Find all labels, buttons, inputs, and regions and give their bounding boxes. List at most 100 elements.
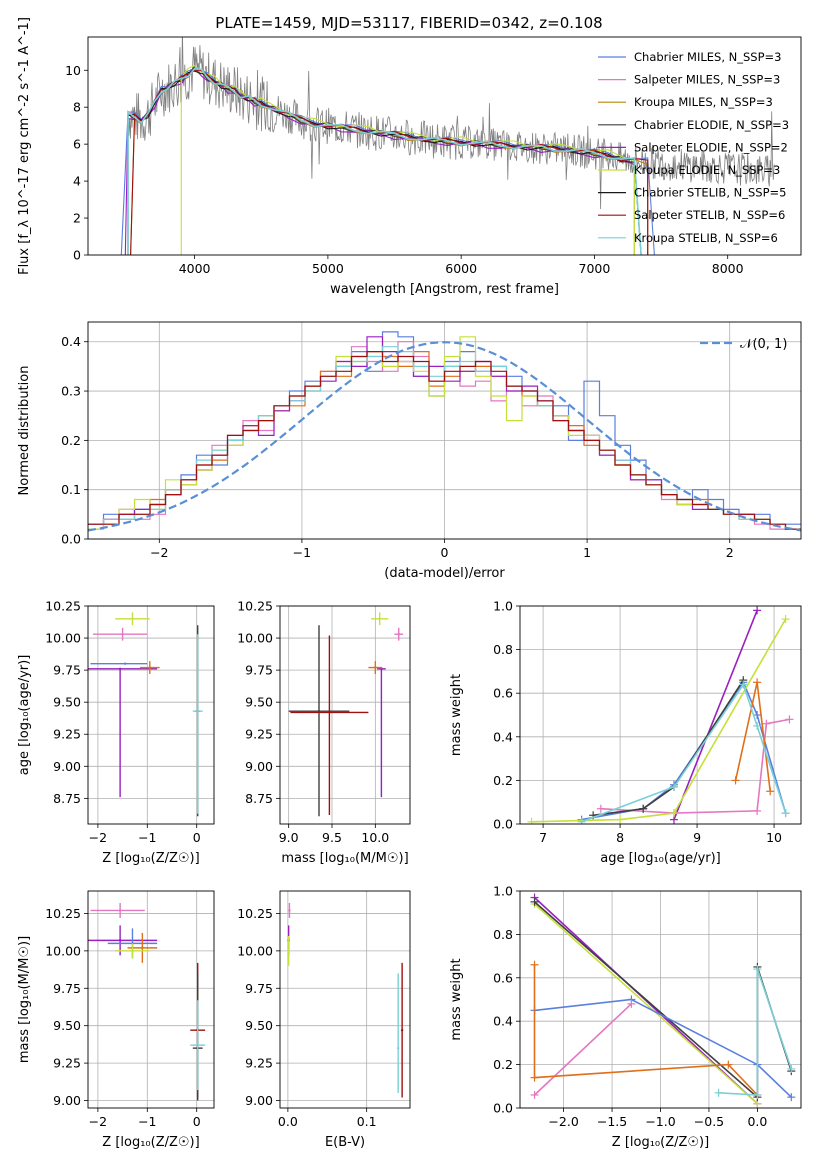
model-curve xyxy=(127,70,642,255)
series-line xyxy=(534,998,792,1098)
y-tick-label: 9.50 xyxy=(53,695,81,710)
x-tick-label: −0.5 xyxy=(694,1114,724,1129)
legend: Chabrier MILES, N_SSP=3 Salpeter MILES, N… xyxy=(598,50,789,245)
data-point xyxy=(118,667,122,671)
y-tick-label: 0.3 xyxy=(61,384,81,399)
legend-label: 𝒩(0, 1) xyxy=(740,337,787,352)
y-tick-label: 10.00 xyxy=(45,943,81,958)
legend-label: Kroupa ELODIE, N_SSP=3 xyxy=(634,163,780,177)
x-tick-label: −1.0 xyxy=(645,1114,675,1129)
y-tick-label: 0.4 xyxy=(493,729,513,744)
series-line xyxy=(718,968,793,1096)
x-tick-label: 5000 xyxy=(312,261,344,276)
y-tick-label: 9.50 xyxy=(53,1018,81,1033)
x-tick-label: 0.1 xyxy=(357,1114,377,1129)
x-tick-label: −1 xyxy=(293,545,311,560)
axes-age-vs-z: −2 −1 0 8.75 9.00 9.25 9.50 9.75 10.00 10.25 Z [lo… xyxy=(17,599,215,866)
y-tick-label: 0.4 xyxy=(493,1014,513,1029)
y-tick-label: 0.6 xyxy=(493,686,513,701)
y-tick-label: 10.00 xyxy=(45,631,81,646)
y-tick-label: 9.75 xyxy=(245,981,273,996)
series-line xyxy=(673,610,758,820)
x-axis-label: (data-model)/error xyxy=(384,566,505,581)
axes-spectrum: 4000 5000 6000 7000 8000 0 2 4 6 8 10 wavelength [A… xyxy=(17,17,802,297)
plot-frame xyxy=(87,605,215,825)
x-tick-label: 4000 xyxy=(179,261,211,276)
legend-label: Chabrier MILES, N_SSP=3 xyxy=(634,50,781,64)
x-tick-label: −2 xyxy=(89,830,107,845)
y-tick-label: 9.00 xyxy=(53,1093,81,1108)
plot-area xyxy=(527,606,794,824)
y-tick-label: 9.00 xyxy=(245,1093,273,1108)
y-tick-label: 10.00 xyxy=(237,631,273,646)
x-tick-label: −1 xyxy=(138,1114,156,1129)
y-tick-label: 9.50 xyxy=(245,1018,273,1033)
x-tick-label: 8 xyxy=(616,830,624,845)
model-curve xyxy=(130,69,649,255)
data-point xyxy=(378,617,381,621)
series-line xyxy=(533,964,758,1096)
y-tick-label: 10.00 xyxy=(237,943,273,958)
x-axis-label: Z [log₁₀(Z/Z☉)] xyxy=(612,1135,709,1150)
plot-area xyxy=(288,612,404,817)
data-point xyxy=(196,1043,199,1047)
data-point xyxy=(287,949,290,953)
x-tick-label: −1.5 xyxy=(597,1114,627,1129)
y-tick-label: 8.75 xyxy=(53,791,81,806)
plot-area xyxy=(120,37,775,255)
y-tick-label: 9.75 xyxy=(245,663,273,678)
plot-area xyxy=(287,902,404,1098)
x-axis-label: Z [log₁₀(Z/Z☉)] xyxy=(102,1135,199,1150)
y-tick-label: 0.0 xyxy=(61,532,81,547)
model-curve xyxy=(127,67,642,255)
x-tick-label: 10.0 xyxy=(361,830,389,845)
data-point xyxy=(374,666,377,669)
legend-label: Chabrier ELODIE, N_SSP=3 xyxy=(634,118,789,132)
y-tick-label: 0.1 xyxy=(61,482,81,497)
series-line xyxy=(533,903,758,1105)
y-axis-label: mass [log₁₀(M/M☉)] xyxy=(17,936,32,1063)
x-tick-label: 8000 xyxy=(712,261,744,276)
plot-frame xyxy=(87,321,802,540)
y-axis-label: mass weight xyxy=(449,958,464,1040)
plot-frame xyxy=(87,36,802,256)
y-tick-label: 0.2 xyxy=(493,1057,513,1072)
x-tick-label: 9 xyxy=(693,830,701,845)
legend-label: Kroupa MILES, N_SSP=3 xyxy=(634,95,773,109)
series-line xyxy=(531,618,787,823)
y-tick-label: 6 xyxy=(73,137,81,152)
y-tick-label: 1.0 xyxy=(493,599,513,614)
data-point xyxy=(118,939,122,942)
legend-label: Salpeter STELIB, N_SSP=6 xyxy=(634,208,785,222)
legend-label: Kroupa STELIB, N_SSP=6 xyxy=(634,231,778,245)
data-point xyxy=(396,1046,400,1050)
y-tick-label: 1.0 xyxy=(493,884,513,899)
data-point xyxy=(118,909,122,912)
y-tick-label: 10.25 xyxy=(237,599,273,614)
axes-mass-vs-ebv: 0.0 0.1 9.00 9.25 9.50 9.75 10.00 10.25 E(B-V) xyxy=(237,890,411,1150)
y-tick-label: 4 xyxy=(73,174,81,189)
y-tick-label: 8 xyxy=(73,100,81,115)
y-tick-label: 2 xyxy=(73,211,81,226)
data-point xyxy=(148,666,151,669)
y-tick-label: 0.2 xyxy=(61,433,81,448)
plot-area xyxy=(88,612,203,817)
x-axis-label: wavelength [Angstrom, rest frame] xyxy=(330,282,559,297)
x-tick-label: −2 xyxy=(150,545,168,560)
y-tick-label: 10.25 xyxy=(237,906,273,921)
plot-frame xyxy=(279,605,411,825)
x-tick-label: 6000 xyxy=(445,261,477,276)
plot-area xyxy=(530,893,796,1108)
x-axis-label: mass [log₁₀(M/M☉)] xyxy=(281,851,408,866)
axes-weight-vs-age: 7 8 9 10 0.0 0.2 0.4 0.6 0.8 1.0 age [log₁₀(age/yr… xyxy=(449,599,802,866)
y-tick-label: 0.8 xyxy=(493,642,513,657)
data-point xyxy=(400,1028,404,1032)
axes-residuals: −2 −1 0 1 2 0.0 0.1 0.2 0.3 0.4 (data-model)/error… xyxy=(17,321,802,581)
y-tick-label: 0 xyxy=(73,248,81,263)
x-tick-label: −1 xyxy=(138,830,156,845)
chart-title: PLATE=1459, MJD=53117, FIBERID=0342, z=0… xyxy=(215,14,602,32)
plot-frame xyxy=(519,605,802,825)
y-tick-label: 0.6 xyxy=(493,970,513,985)
y-tick-label: 9.00 xyxy=(53,759,81,774)
